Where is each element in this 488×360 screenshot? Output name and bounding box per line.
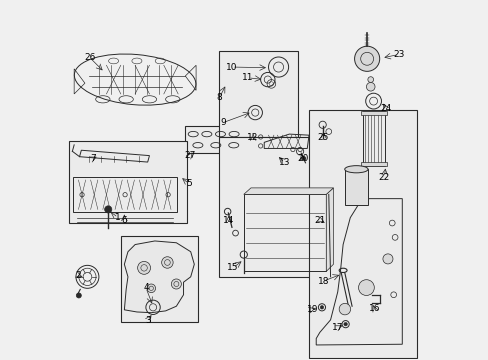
Text: 9: 9 <box>220 118 225 127</box>
Circle shape <box>104 206 112 213</box>
Text: 11: 11 <box>242 73 253 82</box>
Text: 10: 10 <box>226 63 237 72</box>
Polygon shape <box>244 188 333 194</box>
Text: 5: 5 <box>185 179 191 188</box>
Text: 20: 20 <box>296 154 307 163</box>
Circle shape <box>301 156 305 161</box>
Circle shape <box>343 322 346 326</box>
Bar <box>219 137 330 277</box>
Circle shape <box>367 77 373 82</box>
Text: 14: 14 <box>223 216 234 225</box>
Text: 8: 8 <box>216 93 222 102</box>
Bar <box>121 235 198 321</box>
Bar <box>308 110 416 357</box>
Circle shape <box>76 293 81 298</box>
Text: 23: 23 <box>392 50 404 59</box>
Text: 19: 19 <box>306 305 318 314</box>
Ellipse shape <box>344 166 367 173</box>
Bar <box>219 51 298 137</box>
Text: 27: 27 <box>184 151 195 160</box>
Bar <box>244 194 325 271</box>
Circle shape <box>162 257 173 268</box>
Circle shape <box>137 261 150 274</box>
Text: 22: 22 <box>378 173 389 182</box>
Bar <box>362 111 384 166</box>
Text: 24: 24 <box>380 104 391 113</box>
Text: 18: 18 <box>317 276 328 285</box>
Bar <box>344 169 367 205</box>
Text: 3: 3 <box>144 316 150 325</box>
Bar <box>361 162 386 166</box>
Text: 6: 6 <box>121 216 127 225</box>
Polygon shape <box>325 188 333 271</box>
Text: 21: 21 <box>314 216 325 225</box>
Circle shape <box>366 82 374 91</box>
Text: 4: 4 <box>143 283 148 292</box>
Text: 17: 17 <box>331 323 343 332</box>
Text: 7: 7 <box>90 154 96 163</box>
Polygon shape <box>124 241 194 313</box>
Text: 2: 2 <box>75 270 81 279</box>
Text: 15: 15 <box>227 264 238 273</box>
Circle shape <box>354 46 379 71</box>
Circle shape <box>382 254 392 264</box>
Circle shape <box>358 280 373 296</box>
Text: 26: 26 <box>84 53 95 62</box>
Circle shape <box>147 284 155 293</box>
Text: 25: 25 <box>317 133 328 142</box>
Text: 16: 16 <box>368 304 379 313</box>
Bar <box>361 111 386 115</box>
Bar <box>185 126 247 153</box>
Circle shape <box>339 303 350 315</box>
Text: 13: 13 <box>278 158 290 167</box>
Text: 12: 12 <box>247 133 258 142</box>
Bar <box>69 140 187 223</box>
Text: 1: 1 <box>115 213 121 222</box>
Circle shape <box>171 279 181 289</box>
Bar <box>73 177 177 212</box>
Circle shape <box>320 306 323 309</box>
